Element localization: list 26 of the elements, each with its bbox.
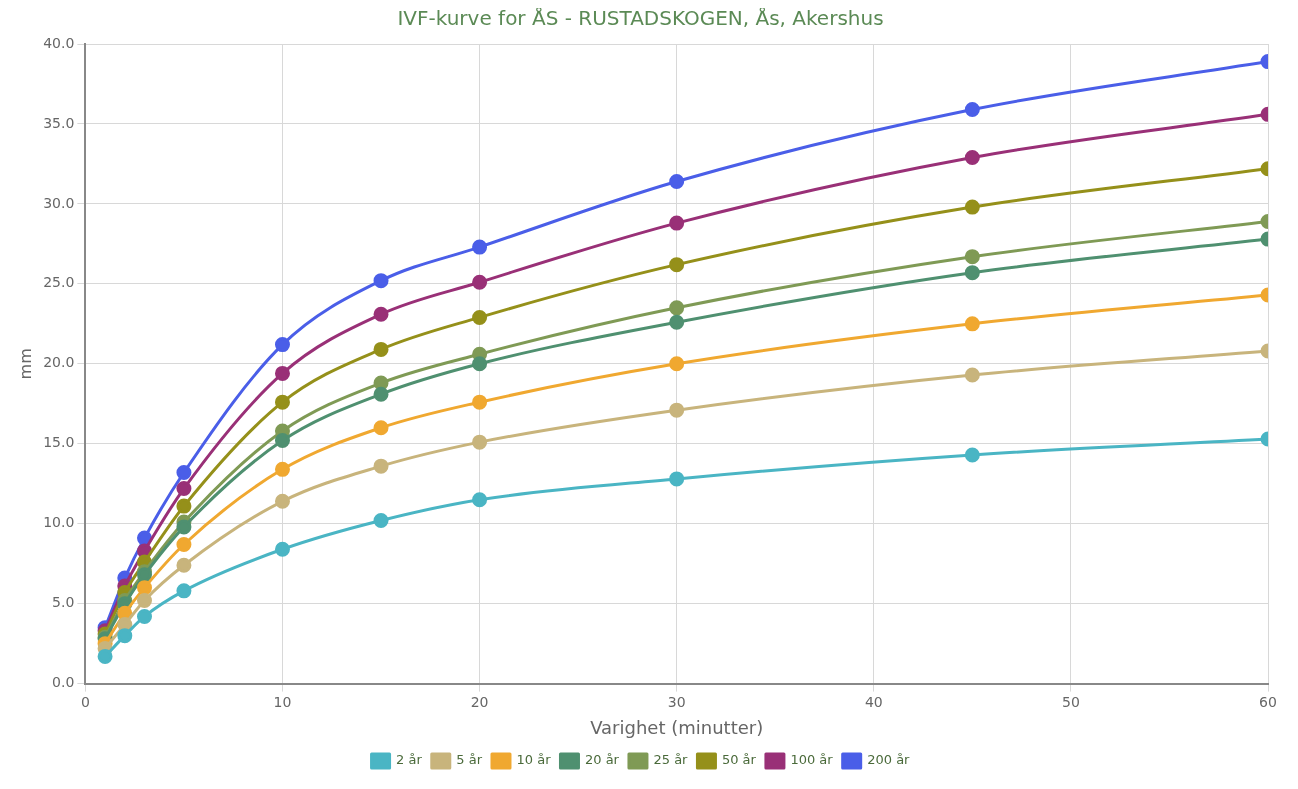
- x-tick-label: 50: [1061, 693, 1080, 710]
- y-tick-label: 30.0: [43, 194, 75, 211]
- x-tick-label: 20: [470, 693, 489, 710]
- legend-label: 100 år: [790, 752, 834, 768]
- y-tick-label: 10.0: [43, 514, 75, 531]
- legend-label: 10 år: [516, 752, 552, 768]
- legend-label: 2 år: [396, 752, 423, 768]
- legend-label: 200 år: [867, 752, 911, 768]
- x-tick-label: 30: [667, 693, 686, 710]
- y-tick-label: 15.0: [43, 434, 75, 451]
- legend-label: 5 år: [456, 752, 483, 768]
- legend-label: 50 år: [721, 752, 757, 768]
- y-tick-label: 5.0: [52, 594, 75, 611]
- y-tick-label: 0.0: [52, 674, 75, 691]
- legend-label: 20 år: [584, 752, 620, 768]
- x-tick-label: 60: [1259, 693, 1277, 710]
- x-axis-title: Varighet (minutter): [590, 716, 764, 738]
- y-tick-label: 40.0: [43, 34, 75, 51]
- y-tick-label: 35.0: [43, 114, 75, 131]
- legend-label: 25 år: [653, 752, 689, 768]
- y-tick-label: 20.0: [43, 354, 75, 371]
- x-tick-label: 40: [864, 693, 883, 710]
- y-axis-title: mm: [15, 348, 35, 380]
- y-tick-label: 25.0: [43, 274, 75, 291]
- x-tick-label: 0: [80, 693, 90, 710]
- x-tick-label: 10: [273, 693, 292, 710]
